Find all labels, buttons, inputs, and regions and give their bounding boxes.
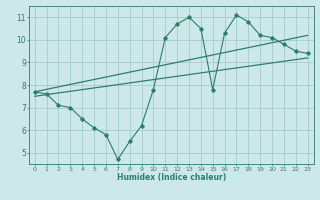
X-axis label: Humidex (Indice chaleur): Humidex (Indice chaleur) — [116, 173, 226, 182]
